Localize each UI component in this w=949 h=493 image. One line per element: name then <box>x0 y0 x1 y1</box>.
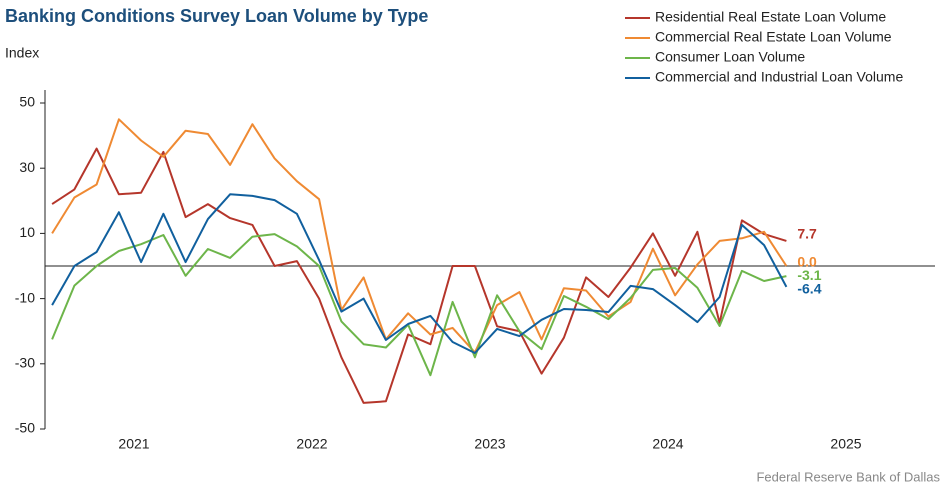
y-tick-label: -30 <box>15 355 35 371</box>
x-tick-label: 2023 <box>474 436 505 452</box>
x-tick-label: 2021 <box>118 436 149 452</box>
y-axis-label: Index <box>5 45 39 61</box>
y-tick-label: 50 <box>19 94 35 110</box>
y-tick-label: 30 <box>19 159 35 175</box>
series-line <box>51 193 788 354</box>
x-tick-label: 2025 <box>830 436 861 452</box>
y-tick-label: 10 <box>19 224 35 240</box>
x-tick-label: 2022 <box>296 436 327 452</box>
legend-label: Commercial and Industrial Loan Volume <box>655 69 903 85</box>
legend-label: Residential Real Estate Loan Volume <box>655 9 886 25</box>
legend-label: Commercial Real Estate Loan Volume <box>655 29 892 45</box>
end-label: 0.0 <box>797 254 817 270</box>
end-label: 7.7 <box>797 226 817 242</box>
legend-label: Consumer Loan Volume <box>655 49 805 65</box>
x-tick-label: 2024 <box>652 436 683 452</box>
y-tick-label: -10 <box>15 289 35 305</box>
series-line <box>51 147 787 404</box>
series-line <box>51 118 788 354</box>
chart-title: Banking Conditions Survey Loan Volume by… <box>5 6 428 26</box>
end-label: -3.1 <box>797 267 821 283</box>
series-line <box>51 233 787 377</box>
y-tick-label: -50 <box>15 420 35 436</box>
source: Federal Reserve Bank of Dallas <box>756 469 940 484</box>
end-label: -6.4 <box>797 281 821 297</box>
